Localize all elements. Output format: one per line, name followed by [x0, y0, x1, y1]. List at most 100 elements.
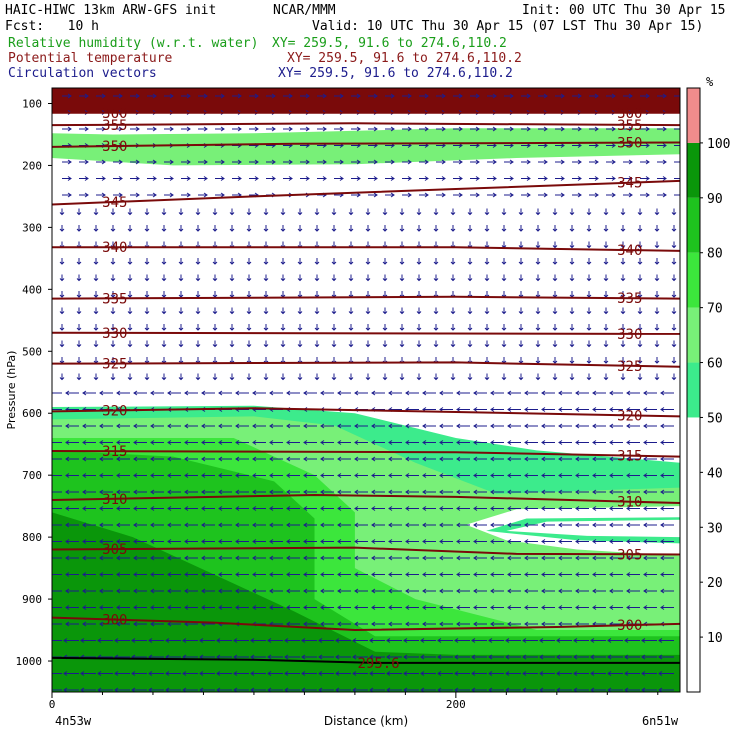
wind-vector-head — [303, 390, 308, 396]
wind-vector-head — [473, 522, 478, 528]
wind-vector-head — [218, 456, 223, 462]
wind-vector-head — [416, 212, 422, 216]
wind-vector-head — [331, 278, 337, 282]
wind-vector-head — [82, 522, 87, 528]
wind-vector-head — [348, 327, 354, 331]
wind-vector-head — [594, 159, 599, 165]
wind-vector-head — [150, 456, 155, 462]
wind-vector-head — [371, 506, 376, 511]
wind-vector-head — [184, 539, 189, 544]
wind-vector-head — [286, 390, 291, 396]
wind-vector-head — [195, 327, 201, 331]
wind-vector-head — [284, 687, 289, 692]
wind-vector-head — [218, 506, 223, 511]
wind-vector-head — [490, 473, 495, 478]
wind-vector-head — [218, 539, 223, 544]
wind-vector-head — [492, 126, 497, 132]
wind-vector-head — [422, 539, 427, 544]
wind-vector-head — [422, 440, 427, 445]
wind-vector-head — [456, 423, 461, 429]
wind-vector-head — [252, 572, 257, 577]
wind-vector-head — [286, 555, 291, 561]
wind-vector-head — [63, 671, 68, 676]
wind-vector-head — [441, 126, 446, 132]
wind-vector-head — [182, 687, 187, 692]
wind-vector-head — [475, 159, 480, 165]
wind-vector-head — [526, 126, 531, 132]
wind-vector-head — [186, 159, 191, 165]
wind-vector-head — [67, 93, 72, 99]
wind-vector-head — [82, 588, 87, 594]
wind-vector-head — [150, 522, 155, 528]
wind-vector-head — [371, 489, 376, 495]
wind-vector-head — [671, 228, 677, 232]
wind-vector-head — [339, 93, 344, 99]
theta-contour-label: 320 — [617, 408, 642, 424]
wind-vector-head — [458, 126, 463, 132]
wind-vector-head — [609, 473, 614, 478]
wind-vector-head — [246, 228, 252, 232]
wind-vector-head — [280, 311, 286, 315]
wind-vector-head — [365, 261, 371, 265]
wind-vector-head — [195, 311, 201, 315]
wind-vector-head — [252, 588, 257, 594]
wind-vector-head — [524, 440, 529, 445]
wind-vector-head — [301, 687, 306, 692]
wind-vector-head — [297, 228, 303, 232]
wind-vector-head — [524, 588, 529, 594]
wind-vector-head — [637, 377, 643, 381]
theta-contour-330 — [52, 331, 680, 335]
wind-vector-head — [371, 572, 376, 577]
wind-vector-head — [501, 311, 507, 315]
wind-vector-head — [573, 654, 578, 660]
wind-vector-head — [314, 278, 320, 282]
theta-contour-label: 300 — [102, 613, 127, 629]
wind-vector-head — [662, 176, 667, 181]
wind-vector-head — [212, 327, 218, 331]
wind-vector-head — [456, 572, 461, 577]
wind-vector-head — [335, 654, 340, 660]
wind-vector-head — [437, 654, 442, 660]
wind-vector-head — [150, 588, 155, 594]
wind-vector-head — [416, 377, 422, 381]
wind-vector-head — [471, 687, 476, 692]
wind-vector-head — [297, 261, 303, 265]
wind-vector-head — [286, 423, 291, 429]
wind-vector-head — [82, 621, 87, 627]
wind-vector-head — [99, 588, 104, 594]
wind-vector-head — [203, 159, 208, 165]
wind-vector-head — [433, 327, 439, 331]
theta-contour-label: 305 — [102, 542, 127, 558]
wind-vector-head — [643, 407, 648, 412]
wind-vector-head — [263, 327, 269, 331]
wind-vector-head — [246, 261, 252, 265]
wind-vector-head — [82, 506, 87, 511]
wind-vector-head — [467, 377, 473, 381]
wind-vector-head — [473, 440, 478, 445]
wind-vector-head — [405, 572, 410, 577]
colorbar-bin-0 — [687, 417, 700, 692]
wind-vector-head — [590, 654, 595, 660]
wind-vector-head — [558, 605, 563, 610]
wind-vector-head — [99, 489, 104, 495]
wind-vector-head — [637, 360, 643, 364]
wind-vector-head — [220, 93, 225, 99]
wind-vector-head — [484, 228, 490, 232]
wind-vector-head — [594, 93, 599, 99]
wind-vector-head — [575, 423, 580, 429]
wind-vector-head — [229, 228, 235, 232]
wind-vector-head — [535, 261, 541, 265]
theta-contour-label: 335 — [102, 291, 127, 307]
wind-vector-head — [575, 621, 580, 627]
wind-vector-head — [150, 605, 155, 610]
wind-vector-head — [586, 377, 592, 381]
wind-vector-head — [320, 456, 325, 462]
rh-band-60 — [52, 128, 680, 166]
wind-vector-head — [314, 261, 320, 265]
wind-vector-head — [169, 159, 174, 165]
wind-vector-head — [195, 212, 201, 216]
wind-vector-head — [473, 456, 478, 462]
wind-vector-head — [458, 159, 463, 165]
colorbar-bin-90 — [687, 142, 700, 198]
